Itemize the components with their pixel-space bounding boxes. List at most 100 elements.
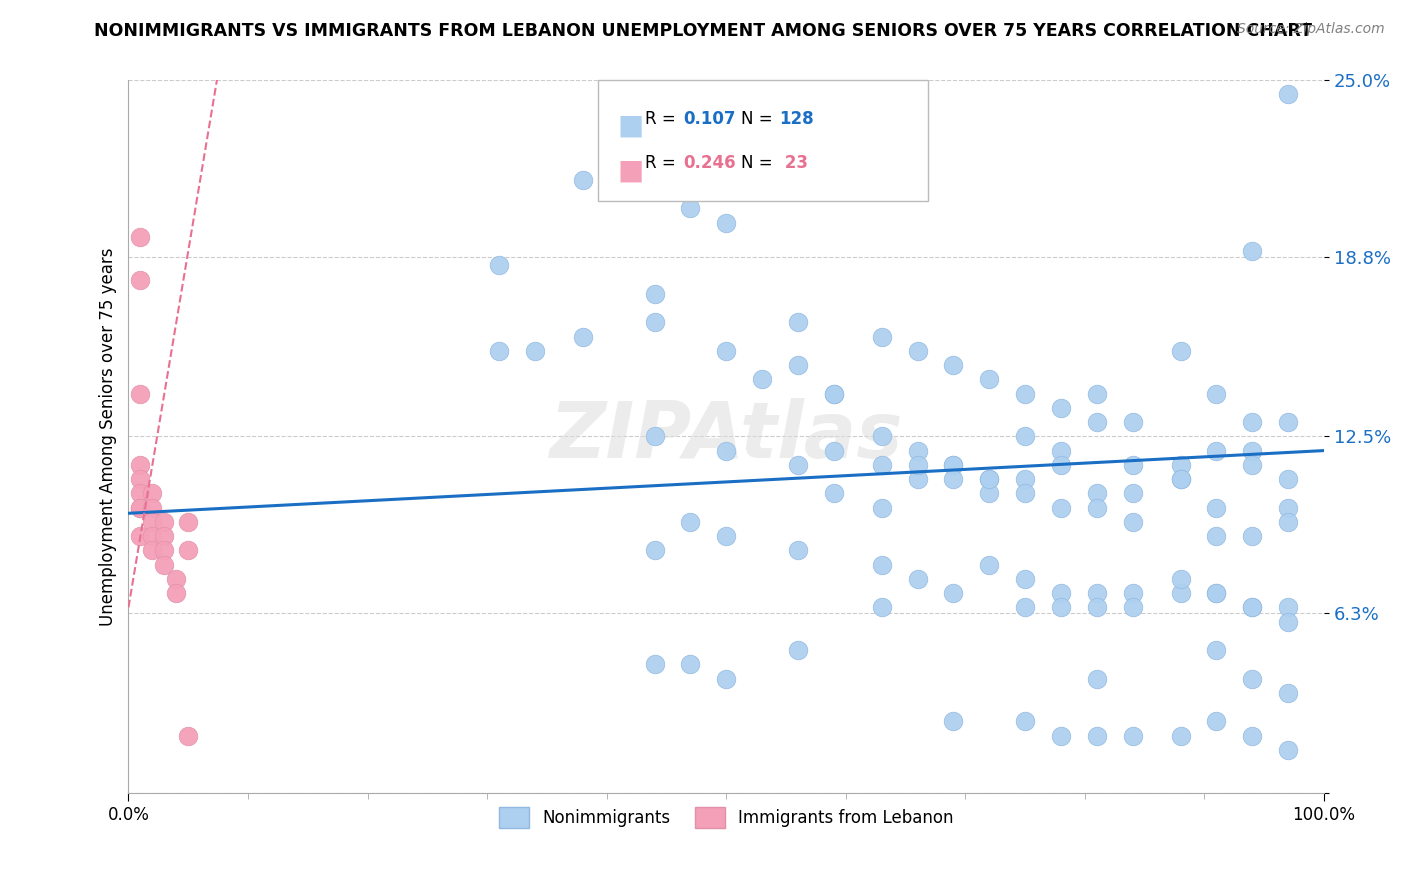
Point: [1014, 600, 1036, 615]
Point: [1014, 572, 1036, 586]
Point: [1277, 615, 1299, 629]
Point: [1085, 729, 1108, 743]
Point: [1050, 729, 1073, 743]
Point: [1277, 600, 1299, 615]
Point: [1085, 500, 1108, 515]
Point: [644, 429, 666, 443]
Point: [1050, 600, 1073, 615]
Point: [141, 486, 163, 500]
Point: [141, 529, 163, 543]
Point: [787, 358, 810, 372]
Text: 128: 128: [779, 110, 814, 128]
Point: [1170, 472, 1192, 486]
Point: [823, 486, 845, 500]
Point: [1050, 458, 1073, 472]
Point: [153, 515, 176, 529]
Point: [942, 586, 965, 600]
Point: [870, 329, 893, 343]
Point: [177, 729, 200, 743]
Point: [679, 657, 702, 672]
Point: [942, 472, 965, 486]
Text: 0.107: 0.107: [683, 110, 735, 128]
Point: [1277, 87, 1299, 102]
Point: [129, 229, 152, 244]
Point: [679, 201, 702, 215]
Point: [716, 529, 738, 543]
Point: [1170, 572, 1192, 586]
Point: [644, 543, 666, 558]
Text: Source: ZipAtlas.com: Source: ZipAtlas.com: [1237, 22, 1385, 37]
Text: ■: ■: [617, 112, 644, 139]
Point: [907, 472, 929, 486]
Point: [1205, 386, 1227, 401]
Point: [823, 443, 845, 458]
Point: [942, 458, 965, 472]
Point: [129, 272, 152, 286]
Point: [979, 472, 1001, 486]
Point: [1085, 586, 1108, 600]
Point: [679, 515, 702, 529]
Legend: Nonimmigrants, Immigrants from Lebanon: Nonimmigrants, Immigrants from Lebanon: [492, 800, 960, 834]
Point: [907, 458, 929, 472]
Point: [1241, 443, 1264, 458]
Y-axis label: Unemployment Among Seniors over 75 years: Unemployment Among Seniors over 75 years: [100, 247, 117, 625]
Point: [1014, 429, 1036, 443]
Point: [979, 558, 1001, 572]
Point: [1205, 443, 1227, 458]
Point: [1277, 686, 1299, 700]
Point: [644, 657, 666, 672]
Text: ZIPAtlas: ZIPAtlas: [550, 399, 903, 475]
Point: [129, 486, 152, 500]
Point: [787, 315, 810, 329]
Point: [1170, 729, 1192, 743]
Point: [1241, 244, 1264, 258]
Point: [1205, 529, 1227, 543]
Point: [1205, 714, 1227, 729]
Point: [644, 286, 666, 301]
Point: [942, 358, 965, 372]
Point: [1170, 343, 1192, 358]
Point: [979, 486, 1001, 500]
Point: [1170, 586, 1192, 600]
Point: [165, 572, 187, 586]
Point: [979, 372, 1001, 386]
Point: [153, 558, 176, 572]
Point: [1277, 743, 1299, 757]
Point: [1122, 586, 1144, 600]
Point: [716, 215, 738, 229]
Point: [1050, 500, 1073, 515]
Point: [165, 586, 187, 600]
Text: 0.246: 0.246: [683, 154, 735, 172]
Point: [129, 472, 152, 486]
Point: [870, 458, 893, 472]
Point: [751, 372, 773, 386]
Text: NONIMMIGRANTS VS IMMIGRANTS FROM LEBANON UNEMPLOYMENT AMONG SENIORS OVER 75 YEAR: NONIMMIGRANTS VS IMMIGRANTS FROM LEBANON…: [94, 22, 1312, 40]
Point: [1205, 500, 1227, 515]
Point: [1277, 515, 1299, 529]
Point: [823, 386, 845, 401]
Point: [716, 343, 738, 358]
Point: [979, 472, 1001, 486]
Point: [1241, 600, 1264, 615]
Point: [129, 500, 152, 515]
Point: [1085, 415, 1108, 429]
Text: 23: 23: [779, 154, 808, 172]
Point: [1085, 486, 1108, 500]
Point: [1277, 472, 1299, 486]
Point: [644, 315, 666, 329]
Point: [1122, 600, 1144, 615]
Point: [870, 600, 893, 615]
Point: [1241, 529, 1264, 543]
Point: [1205, 586, 1227, 600]
Point: [1050, 586, 1073, 600]
Point: [1014, 386, 1036, 401]
Point: [141, 543, 163, 558]
Point: [1050, 401, 1073, 415]
Point: [1277, 415, 1299, 429]
Point: [907, 343, 929, 358]
Point: [1241, 729, 1264, 743]
Point: [716, 672, 738, 686]
Point: [141, 515, 163, 529]
Point: [942, 458, 965, 472]
Text: ■: ■: [617, 156, 644, 184]
